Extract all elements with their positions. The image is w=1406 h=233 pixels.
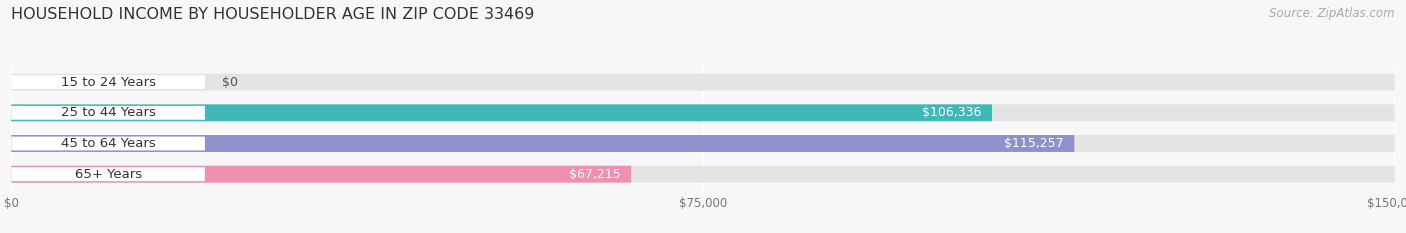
Text: HOUSEHOLD INCOME BY HOUSEHOLDER AGE IN ZIP CODE 33469: HOUSEHOLD INCOME BY HOUSEHOLDER AGE IN Z… <box>11 7 534 22</box>
Text: 25 to 44 Years: 25 to 44 Years <box>60 106 156 119</box>
FancyBboxPatch shape <box>11 75 205 89</box>
Text: Source: ZipAtlas.com: Source: ZipAtlas.com <box>1270 7 1395 20</box>
FancyBboxPatch shape <box>11 135 1074 152</box>
Text: $0: $0 <box>222 76 238 89</box>
FancyBboxPatch shape <box>11 166 1395 183</box>
Text: $115,257: $115,257 <box>1004 137 1063 150</box>
FancyBboxPatch shape <box>11 104 1395 121</box>
FancyBboxPatch shape <box>11 166 631 183</box>
Text: $106,336: $106,336 <box>921 106 981 119</box>
FancyBboxPatch shape <box>11 106 205 120</box>
FancyBboxPatch shape <box>11 135 1395 152</box>
Text: $67,215: $67,215 <box>568 168 620 181</box>
FancyBboxPatch shape <box>11 74 1395 91</box>
FancyBboxPatch shape <box>11 104 993 121</box>
Text: 15 to 24 Years: 15 to 24 Years <box>60 76 156 89</box>
Text: 65+ Years: 65+ Years <box>75 168 142 181</box>
FancyBboxPatch shape <box>11 167 205 181</box>
Text: 45 to 64 Years: 45 to 64 Years <box>60 137 156 150</box>
FancyBboxPatch shape <box>11 137 205 151</box>
